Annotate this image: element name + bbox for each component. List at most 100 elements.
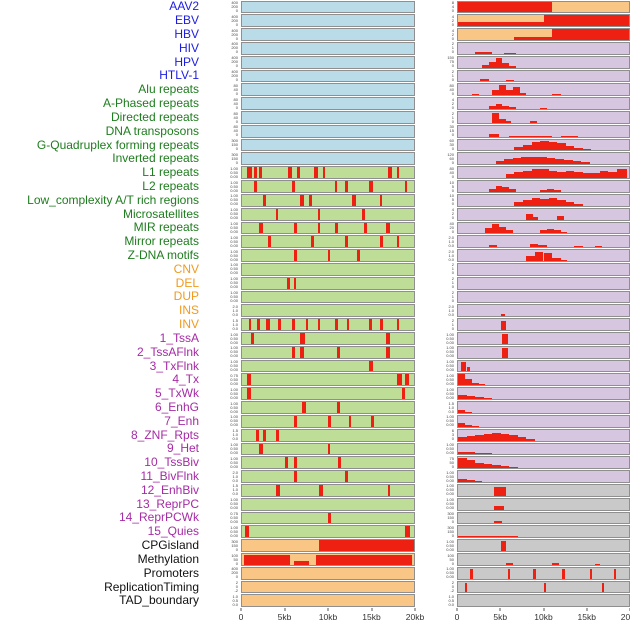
track-row: Microsatellites 1.00 0.50 0.00 4 2 0 (0, 207, 630, 221)
y-tick-label: 0.00 (446, 353, 454, 359)
row-label: HTLV-1 (159, 69, 199, 83)
y-tick-label: 0.50 (230, 418, 238, 424)
signal-bar (328, 512, 331, 524)
y-tick-label: 0.0 (232, 491, 238, 497)
row-label: 9_Het (166, 442, 199, 456)
y-tick-label: 0.50 (230, 390, 238, 396)
y-tick-label: 0 (451, 77, 454, 83)
track-row: 4_Tx 0.75 0.50 0.00 1.00 0.50 0.00 (0, 373, 630, 387)
y-tick-label: 0.00 (230, 173, 238, 179)
signal-bar (505, 562, 513, 565)
left-track (241, 318, 415, 331)
right-track (457, 428, 630, 442)
y-tick-label: 0 (451, 519, 454, 525)
signal-bar (483, 464, 493, 469)
left-y-axis-ticks: 1.00 0.50 0.00 (205, 525, 241, 539)
signal-bar (475, 434, 484, 441)
row-label: Directed repeats (110, 110, 199, 124)
y-tick-label: 0.50 (446, 473, 454, 479)
right-track (457, 221, 630, 235)
signal-bar (267, 236, 272, 248)
y-tick-label: 50 (449, 459, 454, 465)
right-track (457, 207, 630, 221)
signal-bar (458, 410, 465, 413)
y-tick-label: 300 (231, 151, 238, 157)
row-label: 11_BivFlnk (140, 470, 199, 484)
track-row: AAV2 400 200 0 8 4 0 (0, 0, 630, 14)
y-tick-label: 2.0 (232, 303, 238, 309)
right-track (457, 304, 630, 318)
y-tick-label: 0 (451, 146, 454, 152)
signal-bar (266, 319, 270, 330)
y-tick-label: 0.50 (230, 404, 238, 410)
y-tick-label: 40 (449, 86, 454, 92)
row-label: A-Phased repeats (102, 97, 199, 111)
y-tick-label: 0.00 (446, 394, 454, 400)
y-tick-label: 0 (451, 173, 454, 179)
signal-bar (492, 465, 501, 469)
y-tick-label: 150 (231, 155, 238, 161)
left-y-axis-ticks: 1.00 0.50 0.00 (205, 345, 241, 359)
signal-bar (291, 346, 296, 358)
y-tick-label: 1.00 (230, 193, 238, 199)
signal-bar (248, 319, 252, 330)
y-tick-label: 0.00 (230, 505, 238, 511)
row-label: 13_ReprPC (136, 497, 199, 511)
track-row: 9_Het 1.00 0.50 0.00 1.00 0.50 0.00 (0, 442, 630, 456)
signal-bar (317, 319, 321, 330)
signal-bar (458, 374, 465, 386)
y-tick-label: 1.00 (446, 469, 454, 475)
y-tick-label: 2 (451, 290, 454, 296)
y-tick-label: 1.00 (446, 331, 454, 337)
signal-bar (319, 540, 414, 551)
signal-bar (458, 395, 467, 400)
track-row: Alu repeats 80 40 0 80 40 0 (0, 83, 630, 97)
left-track (241, 166, 415, 180)
right-track (457, 553, 630, 566)
y-tick-label: 2 (451, 262, 454, 268)
left-y-axis-ticks: 400 200 0 (205, 69, 241, 83)
right-track (457, 442, 630, 456)
track-row: 11_BivFlnk 2.0 1.0 0.0 1.00 0.50 0.00 (0, 470, 630, 484)
signal-bar (466, 396, 476, 400)
x-tick-label: 5kb (277, 612, 292, 622)
signal-bar (492, 89, 500, 96)
signal-bar (319, 484, 323, 496)
y-tick-label: 0 (451, 104, 454, 110)
right-track (457, 401, 630, 414)
y-tick-label: 0.50 (230, 266, 238, 272)
y-tick-label: 0.00 (230, 408, 238, 414)
signal-bar (493, 506, 505, 510)
signal-bar (305, 319, 309, 330)
signal-bar (492, 433, 501, 441)
signal-bar (540, 189, 547, 192)
y-tick-label: 0.50 (446, 335, 454, 341)
x-tick-label: 5kb (493, 612, 508, 622)
y-tick-label: 200 (231, 73, 238, 79)
track-row: L1 repeats 1.00 0.50 0.00 80 40 0 (0, 166, 630, 180)
signal-bar (505, 80, 515, 82)
signal-bar (617, 169, 628, 179)
y-tick-label: 0 (235, 35, 238, 41)
signal-bar (540, 141, 549, 151)
y-tick-label: 0 (235, 21, 238, 27)
signal-bar (504, 159, 513, 165)
y-tick-label: 0 (235, 584, 238, 590)
right-y-axis-ticks: 150 75 0 (415, 55, 457, 69)
right-track (457, 566, 630, 580)
signal-bar (514, 172, 523, 179)
y-tick-label: 400 (231, 55, 238, 61)
y-tick-label: 0 (451, 118, 454, 124)
row-label: L1 repeats (142, 166, 199, 180)
y-tick-label: 400 (231, 41, 238, 47)
left-track (241, 304, 415, 318)
right-track (457, 511, 630, 525)
signal-bar (543, 583, 547, 593)
track-row: Low_complexity A/T rich regions 1.00 0.50 0… (0, 193, 630, 207)
signal-bar (591, 172, 600, 179)
y-tick-label: 0 (235, 146, 238, 152)
left-track (241, 221, 415, 235)
x-tick-mark (543, 608, 544, 611)
signal-bar (458, 22, 544, 27)
